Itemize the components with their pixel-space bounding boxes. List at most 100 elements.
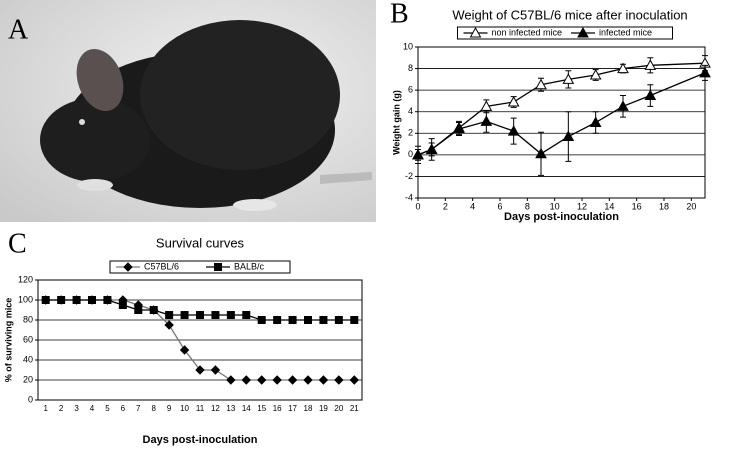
- marker: [226, 311, 235, 319]
- marker: [273, 316, 282, 324]
- y-tick-label: 2: [408, 128, 413, 138]
- y-tick-label: 8: [408, 63, 413, 73]
- marker: [210, 365, 221, 375]
- x-tick-label: 10: [550, 201, 560, 211]
- marker: [226, 375, 236, 385]
- marker: [195, 365, 205, 375]
- x-tick-label: 10: [180, 404, 189, 413]
- x-axis-label: Days post-inoculation: [143, 434, 258, 446]
- marker: [149, 306, 158, 314]
- legend-label: BALB/c: [234, 261, 265, 271]
- y-tick-label: 80: [23, 314, 33, 324]
- marker: [196, 311, 204, 319]
- legend: [109, 260, 291, 274]
- x-tick-label: 21: [350, 404, 359, 413]
- x-tick-label: 6: [121, 404, 126, 413]
- x-axis-label: Days post-inoculation: [504, 211, 619, 223]
- x-tick-label: 0: [415, 201, 420, 211]
- marker: [165, 311, 174, 319]
- legend-marker: [214, 263, 222, 271]
- marker: [334, 316, 343, 324]
- x-tick-label: 6: [497, 201, 502, 211]
- y-tick-label: 6: [408, 85, 413, 95]
- marker: [334, 375, 344, 385]
- panel-label: C: [8, 228, 27, 259]
- panel-label: A: [8, 14, 29, 45]
- x-tick-label: 17: [288, 404, 297, 413]
- y-axis-label: % of surviving mice: [3, 298, 13, 383]
- legend-label: C57BL/6: [144, 261, 179, 271]
- marker: [164, 320, 174, 330]
- x-tick-label: 2: [59, 404, 64, 413]
- x-tick-label: 18: [304, 404, 313, 413]
- marker: [319, 316, 328, 324]
- x-tick-label: 8: [151, 404, 156, 413]
- marker: [318, 375, 329, 385]
- marker: [179, 345, 190, 355]
- x-tick-label: 16: [632, 201, 642, 211]
- marker: [562, 73, 575, 84]
- marker: [562, 130, 575, 142]
- x-tick-label: 20: [686, 201, 696, 211]
- marker: [412, 148, 424, 160]
- y-tick-label: 10: [403, 41, 413, 51]
- legend-label: infected mice: [599, 27, 652, 37]
- y-tick-label: 0: [408, 149, 413, 159]
- x-tick-label: 16: [273, 404, 282, 413]
- marker: [349, 375, 359, 385]
- y-tick-label: 60: [23, 334, 33, 344]
- x-tick-label: 19: [319, 404, 328, 413]
- x-tick-label: 1: [43, 404, 48, 413]
- marker: [304, 316, 312, 324]
- x-tick-label: 15: [257, 404, 266, 413]
- x-tick-label: 3: [74, 404, 79, 413]
- x-tick-label: 7: [136, 404, 141, 413]
- y-tick-label: 20: [23, 374, 33, 384]
- marker: [272, 375, 282, 385]
- marker: [180, 311, 189, 319]
- marker: [480, 115, 493, 126]
- y-tick-label: 120: [18, 274, 33, 284]
- marker: [644, 59, 657, 70]
- x-tick-label: 14: [242, 404, 251, 413]
- marker: [699, 66, 711, 78]
- x-tick-label: 18: [659, 201, 669, 211]
- marker: [303, 375, 313, 385]
- marker: [507, 125, 520, 136]
- marker: [425, 143, 438, 154]
- x-tick-label: 8: [525, 201, 530, 211]
- y-tick-label: 100: [18, 294, 33, 304]
- marker: [241, 375, 251, 385]
- y-tick-label: -4: [405, 192, 413, 202]
- x-tick-label: 11: [196, 404, 205, 413]
- marker: [57, 296, 66, 304]
- x-tick-label: 4: [470, 201, 475, 211]
- y-tick-label: -2: [405, 171, 413, 181]
- legend-marker: [577, 26, 589, 38]
- marker: [617, 62, 629, 74]
- x-tick-label: 2: [443, 201, 448, 211]
- marker: [644, 89, 657, 101]
- legend-label: non infected mice: [492, 27, 563, 37]
- marker: [118, 301, 127, 309]
- marker: [589, 69, 602, 80]
- marker: [287, 375, 298, 385]
- marker: [589, 116, 602, 127]
- x-tick-label: 12: [211, 404, 220, 413]
- marker: [507, 95, 520, 107]
- x-tick-label: 5: [105, 404, 110, 413]
- marker: [257, 316, 266, 324]
- marker: [257, 375, 267, 385]
- chart-title: Weight of C57BL/6 mice after inoculation: [452, 7, 687, 22]
- photo: A: [0, 0, 376, 222]
- marker: [453, 122, 465, 134]
- marker: [134, 306, 143, 314]
- marker: [288, 316, 297, 324]
- x-tick-label: 12: [577, 201, 587, 211]
- marker: [617, 100, 629, 111]
- marker: [350, 316, 359, 324]
- y-tick-label: 4: [408, 106, 413, 116]
- x-tick-label: 9: [167, 404, 172, 413]
- panel-label: B: [390, 0, 409, 29]
